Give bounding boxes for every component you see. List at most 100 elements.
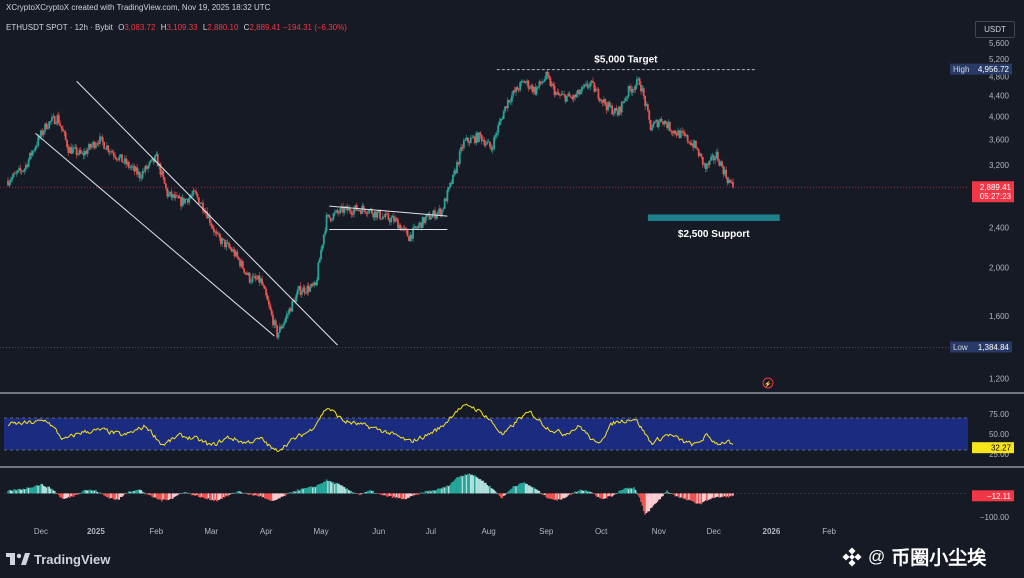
candle-body-up	[71, 148, 74, 154]
macd-hist-bar	[154, 493, 156, 498]
candle-body-down	[707, 163, 710, 166]
price-axis-tick: 1,200	[989, 375, 1010, 384]
candle-body-up	[431, 214, 434, 218]
candle-body-up	[438, 208, 441, 213]
candle-body-up	[390, 217, 392, 223]
macd-hist-bar	[247, 493, 250, 495]
candle-body-down	[364, 209, 366, 213]
macd-hist-bar	[728, 493, 730, 498]
macd-hist-bar	[651, 493, 653, 508]
macd-hist-bar	[395, 493, 398, 498]
candle-body-up	[191, 194, 193, 197]
event-marker-icon[interactable]	[762, 377, 774, 389]
candle-body-down	[41, 130, 44, 135]
macd-hist-bar	[504, 493, 506, 496]
macd-hist-bar	[236, 491, 239, 494]
channel-upper-trendline[interactable]	[76, 80, 338, 346]
candle-body-down	[103, 141, 106, 149]
candle-body-down	[696, 148, 699, 150]
candle-body-up	[442, 208, 445, 210]
macd-hist-bar	[537, 490, 539, 494]
macd-hist-bar	[147, 493, 149, 495]
rsi-series-line[interactable]	[7, 403, 734, 452]
macd-hist-bar	[670, 493, 673, 494]
candle-body-up	[42, 131, 45, 135]
candle-body-up	[300, 291, 303, 295]
support-zone[interactable]	[647, 214, 780, 221]
macd-hist-bar	[517, 484, 520, 494]
macd-hist-bar	[335, 482, 337, 494]
macd-hist-bar	[494, 491, 497, 494]
candle-body-down	[649, 119, 652, 131]
macd-hist-bar	[281, 493, 284, 497]
macd-hist-bar	[479, 479, 482, 494]
candle-body-up	[48, 121, 51, 128]
candle-body-down	[553, 85, 556, 95]
candle-body-up	[502, 111, 505, 119]
macd-hist-bar	[574, 491, 576, 494]
candle-body-down	[539, 81, 542, 84]
target-label: $5,000 Target	[594, 55, 658, 66]
macd-hist-bar	[445, 486, 447, 494]
macd-hist-bar	[671, 493, 674, 495]
macd-hist-bar	[402, 493, 405, 499]
channel-lower-trendline[interactable]	[35, 132, 275, 337]
macd-hist-bar	[406, 493, 409, 498]
candle-body-down	[695, 140, 697, 149]
macd-hist-bar	[288, 492, 291, 494]
macd-hist-bar	[81, 491, 83, 494]
macd-hist-bar	[386, 493, 388, 497]
candle-body-up	[581, 86, 583, 92]
symbol-legend[interactable]: ETHUSDT SPOT · 12h · Bybit O3,083.72 H3,…	[6, 23, 347, 32]
high-tag	[950, 63, 1012, 75]
candle-body-down	[229, 247, 232, 249]
candle-body-down	[307, 285, 310, 292]
macd-hist-bar	[263, 493, 266, 499]
macd-hist-bar	[631, 488, 634, 494]
macd-hist-bar	[662, 493, 664, 497]
macd-hist-bar	[151, 493, 153, 497]
macd-hist-bar	[509, 489, 512, 494]
candle-body-down	[262, 284, 265, 287]
macd-hist-bar	[93, 490, 96, 494]
candle-body-up	[34, 147, 37, 151]
candle-body-down	[175, 195, 178, 197]
candle-body-down	[642, 88, 645, 96]
macd-hist-bar	[349, 490, 351, 494]
candle-body-up	[618, 106, 620, 116]
candle-body-up	[96, 143, 99, 145]
flag-top-trendline[interactable]	[329, 205, 448, 217]
macd-hist-bar	[246, 493, 248, 494]
candle-body-down	[289, 308, 292, 312]
candle-body-up	[185, 198, 188, 200]
candle-body-down	[314, 282, 317, 286]
macd-hist-bar	[425, 490, 428, 494]
candle-body-up	[118, 156, 121, 161]
candle-body-down	[725, 169, 728, 178]
macd-hist-bar	[339, 485, 342, 494]
macd-hist-bar	[231, 493, 233, 494]
macd-hist-bar	[468, 473, 471, 494]
currency-button[interactable]: USDT	[975, 21, 1015, 38]
candle-body-down	[70, 147, 73, 154]
candle-body-up	[532, 87, 535, 92]
macd-hist-bar	[680, 493, 682, 498]
macd-hist-bar	[432, 489, 435, 494]
candle-body-down	[266, 295, 269, 301]
macd-hist-bar	[682, 493, 685, 500]
macd-axis-tick: −100.00	[980, 513, 1010, 522]
candle-body-down	[173, 194, 176, 199]
candle-body-up	[528, 88, 531, 90]
candle-body-up	[560, 94, 563, 96]
candle-body-down	[505, 106, 508, 109]
candle-body-up	[522, 81, 524, 82]
tradingview-logo[interactable]: TradingView	[6, 551, 110, 567]
macd-hist-bar	[530, 486, 532, 494]
time-axis-tick: Aug	[481, 527, 495, 536]
macd-hist-bar	[207, 493, 210, 499]
macd-hist-bar	[68, 493, 71, 498]
macd-hist-bar	[582, 490, 585, 494]
candle-body-down	[241, 261, 244, 269]
macd-hist-bar	[26, 487, 29, 494]
